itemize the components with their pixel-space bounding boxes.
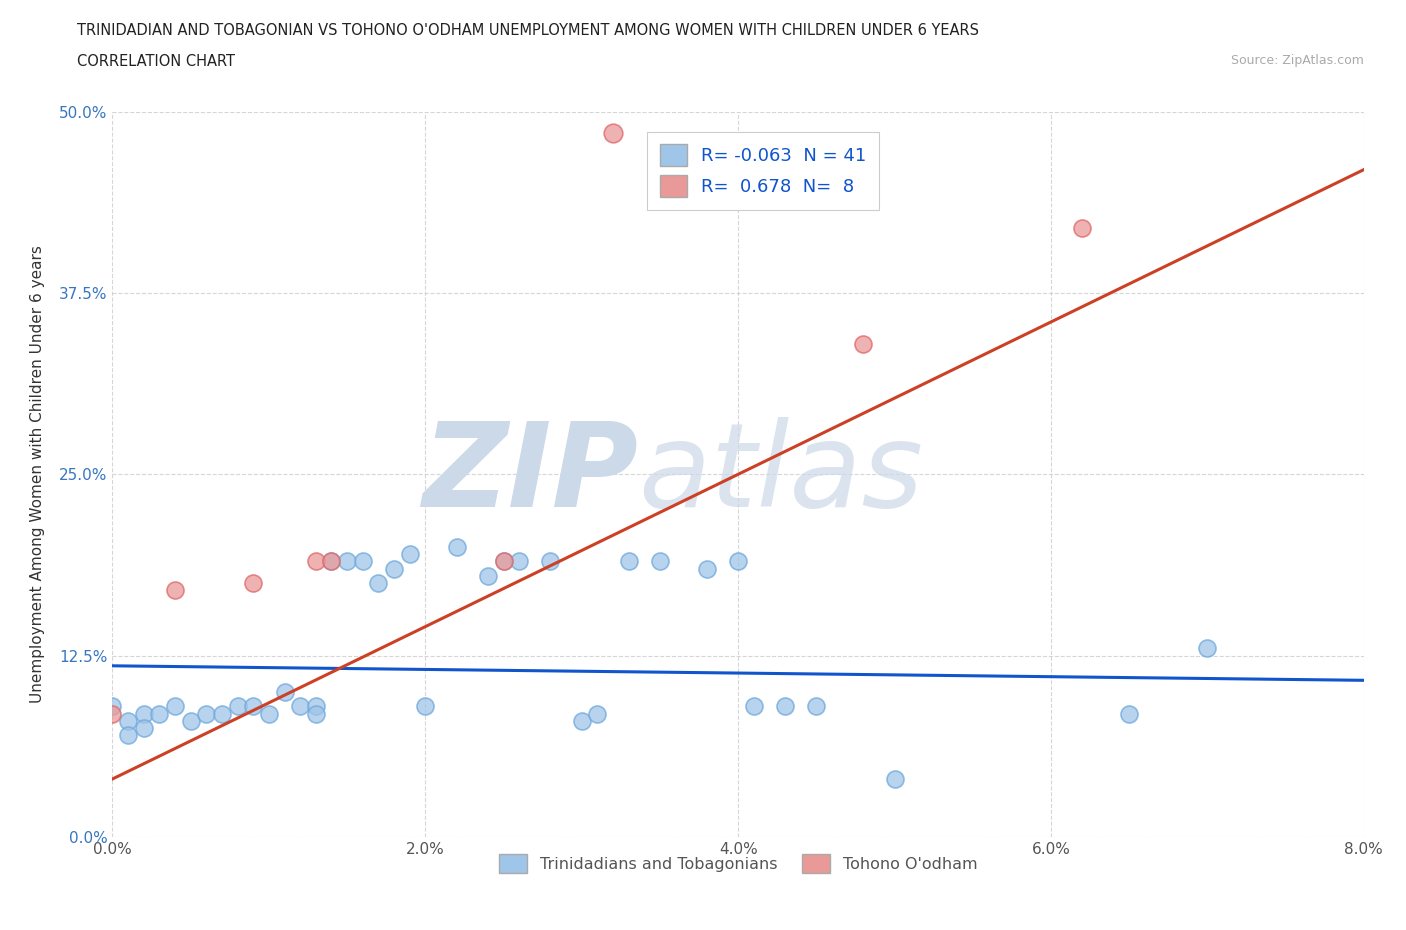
Legend: Trinidadians and Tobagonians, Tohono O'odham: Trinidadians and Tobagonians, Tohono O'o… [492,847,984,880]
Point [727,554,749,569]
Point [617,554,640,569]
Point [413,699,436,714]
Text: Source: ZipAtlas.com: Source: ZipAtlas.com [1230,54,1364,67]
Point [398,547,420,562]
Point [226,699,249,714]
Point [492,554,515,569]
Point [305,554,328,569]
Text: TRINIDADIAN AND TOBAGONIAN VS TOHONO O'ODHAM UNEMPLOYMENT AMONG WOMEN WITH CHILD: TRINIDADIAN AND TOBAGONIAN VS TOHONO O'O… [77,23,980,38]
Point [257,706,280,721]
Y-axis label: Unemployment Among Women with Children Under 6 years: Unemployment Among Women with Children U… [31,246,45,703]
Text: CORRELATION CHART: CORRELATION CHART [77,54,235,69]
Point [163,583,186,598]
Point [211,706,233,721]
Text: atlas: atlas [638,418,924,531]
Point [1197,641,1219,656]
Point [477,568,499,583]
Point [446,539,468,554]
Point [321,554,343,569]
Point [132,706,155,721]
Point [508,554,530,569]
Point [242,699,264,714]
Point [101,706,124,721]
Point [492,554,515,569]
Point [336,554,359,569]
Point [538,554,561,569]
Point [648,554,671,569]
Point [117,713,139,728]
Point [163,699,186,714]
Point [742,699,765,714]
Point [242,576,264,591]
Point [290,699,312,714]
Point [101,699,124,714]
Point [117,728,139,743]
Point [1118,706,1140,721]
Point [696,561,718,576]
Point [321,554,343,569]
Point [195,706,218,721]
Point [305,706,328,721]
Point [1071,220,1094,235]
Point [883,772,905,787]
Point [602,126,624,140]
Point [367,576,389,591]
Point [806,699,828,714]
Point [571,713,593,728]
Point [852,337,875,352]
Point [352,554,374,569]
Point [586,706,609,721]
Point [180,713,202,728]
Point [273,684,295,699]
Point [773,699,796,714]
Point [305,699,328,714]
Point [148,706,170,721]
Point [382,561,405,576]
Point [132,721,155,736]
Text: ZIP: ZIP [422,417,638,532]
